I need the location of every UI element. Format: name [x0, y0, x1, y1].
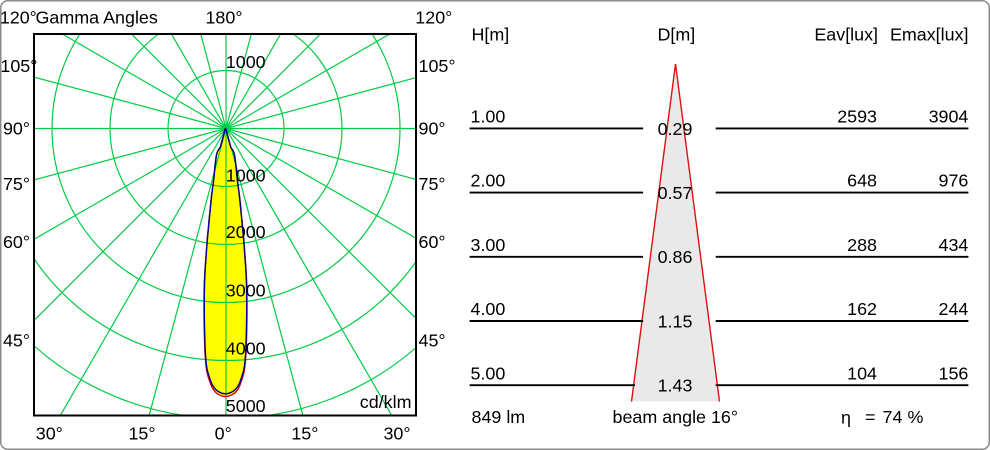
svg-text:180°: 180°: [205, 8, 242, 28]
svg-text:156: 156: [939, 363, 969, 383]
svg-text:1000: 1000: [226, 166, 266, 186]
svg-text:5000: 5000: [226, 396, 266, 416]
svg-text:Emax[lux]: Emax[lux]: [890, 25, 969, 45]
svg-text:cd/klm: cd/klm: [360, 392, 412, 412]
svg-text:1.15: 1.15: [658, 311, 693, 331]
svg-text:3000: 3000: [226, 281, 266, 301]
svg-text:0.29: 0.29: [658, 119, 693, 139]
svg-text:2593: 2593: [837, 107, 877, 127]
svg-text:90°: 90°: [419, 119, 446, 139]
svg-text:90°: 90°: [3, 119, 30, 139]
svg-text:H[m]: H[m]: [472, 25, 510, 45]
svg-text:3.00: 3.00: [471, 235, 506, 255]
svg-text:3904: 3904: [929, 107, 969, 127]
svg-text:120°: 120°: [0, 8, 37, 28]
svg-text:60°: 60°: [419, 232, 446, 252]
svg-text:288: 288: [847, 235, 877, 255]
svg-text:104: 104: [847, 363, 877, 383]
svg-text:15°: 15°: [128, 424, 155, 444]
svg-text:4.00: 4.00: [471, 299, 506, 319]
svg-text:60°: 60°: [3, 232, 30, 252]
svg-text:2000: 2000: [226, 222, 266, 242]
svg-text:0.57: 0.57: [658, 183, 693, 203]
svg-text:30°: 30°: [36, 424, 63, 444]
svg-text:Eav[lux]: Eav[lux]: [814, 25, 878, 45]
svg-text:244: 244: [939, 299, 969, 319]
svg-text:75°: 75°: [419, 174, 446, 194]
svg-text:434: 434: [939, 235, 969, 255]
svg-text:0.86: 0.86: [658, 247, 693, 267]
svg-text:849 lm: 849 lm: [472, 407, 526, 427]
svg-text:=: =: [865, 407, 875, 427]
svg-text:Gamma Angles: Gamma Angles: [36, 8, 158, 28]
svg-text:162: 162: [847, 299, 877, 319]
svg-text:5.00: 5.00: [471, 363, 506, 383]
svg-text:45°: 45°: [419, 331, 446, 351]
svg-text:%: %: [908, 407, 924, 427]
svg-text:105°: 105°: [0, 56, 37, 76]
svg-text:1.00: 1.00: [471, 107, 506, 127]
svg-text:75°: 75°: [3, 174, 30, 194]
svg-text:2.00: 2.00: [471, 171, 506, 191]
svg-text:976: 976: [939, 171, 969, 191]
svg-text:105°: 105°: [419, 56, 456, 76]
svg-text:η: η: [841, 407, 851, 427]
svg-text:15°: 15°: [291, 424, 318, 444]
svg-text:beam angle 16°: beam angle 16°: [613, 407, 739, 427]
svg-text:D[m]: D[m]: [658, 25, 696, 45]
svg-text:4000: 4000: [226, 339, 266, 359]
svg-text:120°: 120°: [415, 8, 452, 28]
svg-text:30°: 30°: [383, 424, 410, 444]
svg-text:0°: 0°: [215, 424, 232, 444]
svg-text:648: 648: [847, 171, 877, 191]
svg-text:1000: 1000: [226, 52, 266, 72]
svg-text:45°: 45°: [3, 331, 30, 351]
svg-text:1.43: 1.43: [658, 376, 693, 396]
svg-text:74: 74: [883, 407, 903, 427]
